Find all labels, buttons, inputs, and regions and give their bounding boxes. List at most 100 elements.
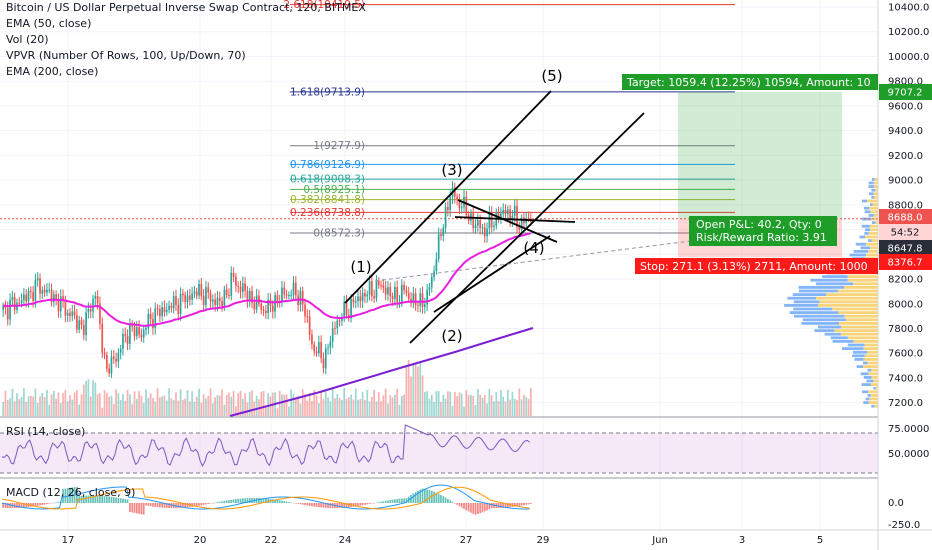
- price-tick-label: 9400.0: [888, 126, 923, 137]
- candle-body: [509, 209, 511, 221]
- vpvr-bar-up: [824, 332, 841, 336]
- volume-bar: [207, 395, 210, 416]
- candle-body: [52, 294, 55, 303]
- volume-bar: [25, 401, 28, 416]
- candle-body: [235, 276, 237, 286]
- vpvr-bar-down: [845, 318, 878, 322]
- macd-histogram-bar: [62, 488, 64, 503]
- price-tick-label: 10400.0: [888, 3, 929, 14]
- macd-histogram-bar: [4, 503, 7, 508]
- volume-bar: [216, 395, 219, 416]
- candle-body: [322, 358, 325, 369]
- indicator-vol[interactable]: Vol (20): [6, 33, 49, 46]
- macd-histogram-bar: [156, 503, 159, 508]
- candle-body: [105, 354, 108, 369]
- macd-histogram-bar: [502, 503, 505, 508]
- vpvr-bar-down: [866, 253, 878, 257]
- candle-body: [380, 285, 382, 287]
- vpvr-bar-down: [868, 390, 878, 394]
- candle-body: [119, 348, 122, 353]
- vpvr-bar-up: [794, 314, 845, 318]
- candle-body: [163, 307, 166, 313]
- candle-body: [366, 294, 369, 297]
- volume-bar: [423, 392, 426, 416]
- volume-bar: [73, 392, 76, 416]
- volume-bar: [520, 399, 523, 416]
- vpvr-bar-down: [864, 354, 878, 358]
- volume-bar: [470, 394, 472, 416]
- vpvr-bar-down: [853, 340, 878, 343]
- macd-histogram-bar: [299, 503, 302, 505]
- macd-histogram-bar: [225, 500, 228, 503]
- vpvr-bar-up: [847, 343, 865, 347]
- volume-bar: [131, 403, 134, 416]
- candle-body: [69, 312, 71, 316]
- volume-bar: [288, 406, 290, 416]
- macd-histogram-bar: [140, 503, 143, 515]
- macd-histogram-bar: [135, 503, 138, 514]
- candle-body: [135, 327, 138, 337]
- volume-bar: [435, 391, 438, 416]
- candle-body: [188, 295, 191, 300]
- macd-histogram-bar: [96, 495, 99, 503]
- volume-bar: [41, 392, 44, 416]
- macd-histogram-bar: [274, 499, 276, 503]
- vpvr-bar-up: [810, 278, 848, 282]
- volume-bar: [336, 394, 339, 416]
- candle-body: [115, 358, 117, 362]
- macd-histogram-bar: [36, 503, 39, 506]
- macd-legend[interactable]: MACD (12, 26, close, 9): [6, 486, 136, 499]
- vpvr-bar-down: [875, 386, 878, 390]
- candle-body: [285, 294, 288, 296]
- candle-body: [175, 296, 177, 306]
- vpvr-bar-down: [874, 196, 878, 199]
- candle-body: [131, 323, 134, 327]
- candle-body: [497, 212, 500, 220]
- macd-histogram-bar: [497, 503, 500, 509]
- candle-body: [43, 289, 46, 293]
- macd-histogram-bar: [264, 498, 267, 503]
- candle-body: [306, 316, 309, 318]
- target-box: [622, 74, 878, 90]
- rsi-band: [0, 433, 878, 473]
- macd-signal-line: [1, 486, 530, 510]
- volume-bar: [43, 397, 46, 416]
- indicator-ema200[interactable]: EMA (200, close): [6, 65, 99, 78]
- indicator-vpvr[interactable]: VPVR (Number Of Rows, 100, Up/Down, 70): [6, 49, 246, 62]
- rsi-legend[interactable]: RSI (14, close): [6, 425, 86, 438]
- candle-body: [211, 299, 214, 302]
- volume-bar: [78, 404, 81, 416]
- time-tick-label: 29: [537, 535, 550, 546]
- candle-body: [149, 313, 152, 320]
- candle-body: [414, 293, 417, 306]
- candle-body: [483, 227, 486, 237]
- volume-bar: [147, 397, 150, 416]
- wedge-upper-line: [454, 216, 576, 223]
- macd-histogram-bar: [52, 502, 55, 504]
- vpvr-bar-up: [798, 286, 845, 289]
- candle-body: [341, 317, 343, 321]
- candle-body: [129, 323, 131, 344]
- candle-body: [329, 341, 332, 348]
- vpvr-bar-down: [853, 282, 878, 286]
- vpvr-bar-down: [868, 250, 878, 253]
- volume-bar: [297, 396, 299, 416]
- candle-body: [244, 283, 246, 291]
- volume-bar: [290, 389, 293, 416]
- candle-body: [6, 307, 9, 320]
- volume-bar: [218, 395, 221, 416]
- candle-body: [262, 309, 265, 311]
- vpvr-bar-down: [875, 221, 878, 224]
- symbol-title[interactable]: Bitcoin / US Dollar Perpetual Inverse Sw…: [6, 1, 366, 14]
- macd-histogram-bar: [380, 501, 382, 503]
- volume-bar: [329, 401, 332, 416]
- volume-bar: [29, 395, 32, 416]
- candle-body: [472, 213, 475, 229]
- vpvr-bar-up: [872, 178, 875, 181]
- volume-bar: [368, 401, 371, 416]
- volume-bar: [412, 363, 415, 416]
- macd-histogram-bar: [195, 503, 198, 507]
- indicator-ema50[interactable]: EMA (50, close): [6, 17, 92, 30]
- rr-text: Risk/Reward Ratio: 3.91: [696, 231, 827, 244]
